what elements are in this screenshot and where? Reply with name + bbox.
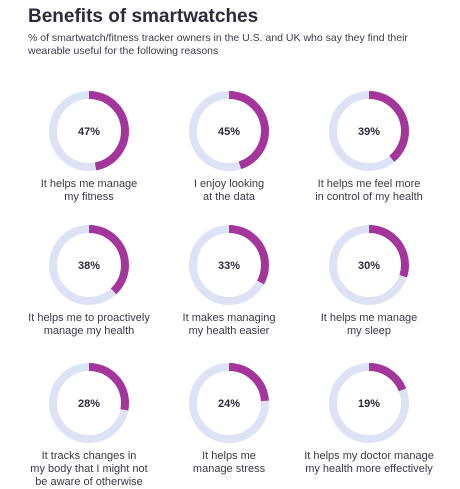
donut-value-label: 33% bbox=[218, 260, 240, 272]
donut-caption: It makes managing my health easier bbox=[182, 312, 276, 337]
donut-chart: 39% bbox=[329, 91, 409, 171]
donut-item: 33% It makes managing my health easier bbox=[154, 220, 304, 338]
donut-value-label: 19% bbox=[358, 398, 380, 410]
donut-caption: It helps my doctor manage my health more… bbox=[304, 450, 434, 475]
donut-arc bbox=[49, 363, 129, 443]
donut-arc bbox=[189, 225, 269, 305]
donut-value-label: 24% bbox=[218, 398, 240, 410]
donut-caption: It helps me manage stress bbox=[192, 450, 266, 475]
donut-item: 45% I enjoy looking at the data bbox=[154, 86, 304, 204]
chart-title: Benefits of smartwatches bbox=[28, 6, 259, 27]
donut-arc bbox=[329, 363, 409, 443]
donut-caption: It tracks changes in my body that I migh… bbox=[30, 450, 148, 488]
donut-chart: 19% bbox=[329, 363, 409, 443]
donut-value-label: 47% bbox=[78, 126, 100, 138]
donut-caption: It helps me to proactively manage my hea… bbox=[28, 312, 150, 337]
donut-chart: 28% bbox=[49, 363, 129, 443]
donut-arc bbox=[49, 91, 129, 171]
donut-value-label: 38% bbox=[78, 260, 100, 272]
donut-arc bbox=[189, 363, 269, 443]
donut-arc bbox=[49, 225, 129, 305]
donut-item: 30% It helps me manage my sleep bbox=[294, 220, 444, 338]
donut-item: 38% It helps me to proactively manage my … bbox=[14, 220, 164, 338]
donut-item: 19% It helps my doctor manage my health m… bbox=[294, 358, 444, 476]
donut-item: 24% It helps me manage stress bbox=[154, 358, 304, 476]
donut-chart: 24% bbox=[189, 363, 269, 443]
donut-value-label: 45% bbox=[218, 126, 240, 138]
donut-chart: 45% bbox=[189, 91, 269, 171]
donut-caption: It helps me manage my sleep bbox=[320, 312, 418, 337]
donut-caption: It helps me manage my fitness bbox=[40, 178, 138, 203]
donut-arc bbox=[329, 225, 409, 305]
chart-subtitle: % of smartwatch/fitness tracker owners i… bbox=[28, 32, 408, 57]
donut-item: 39% It helps me feel more in control of m… bbox=[294, 86, 444, 204]
donut-chart: 38% bbox=[49, 225, 129, 305]
donut-arc bbox=[189, 91, 269, 171]
donut-caption: I enjoy looking at the data bbox=[193, 178, 265, 203]
donut-item: 28% It tracks changes in my body that I m… bbox=[14, 358, 164, 489]
donut-item: 47% It helps me manage my fitness bbox=[14, 86, 164, 204]
donut-chart: 30% bbox=[329, 225, 409, 305]
donut-value-label: 30% bbox=[358, 260, 380, 272]
donut-chart: 33% bbox=[189, 225, 269, 305]
donut-value-label: 28% bbox=[78, 398, 100, 410]
donut-chart: 47% bbox=[49, 91, 129, 171]
donut-value-label: 39% bbox=[358, 126, 380, 138]
donut-arc bbox=[329, 91, 409, 171]
donut-caption: It helps me feel more in control of my h… bbox=[315, 178, 423, 203]
